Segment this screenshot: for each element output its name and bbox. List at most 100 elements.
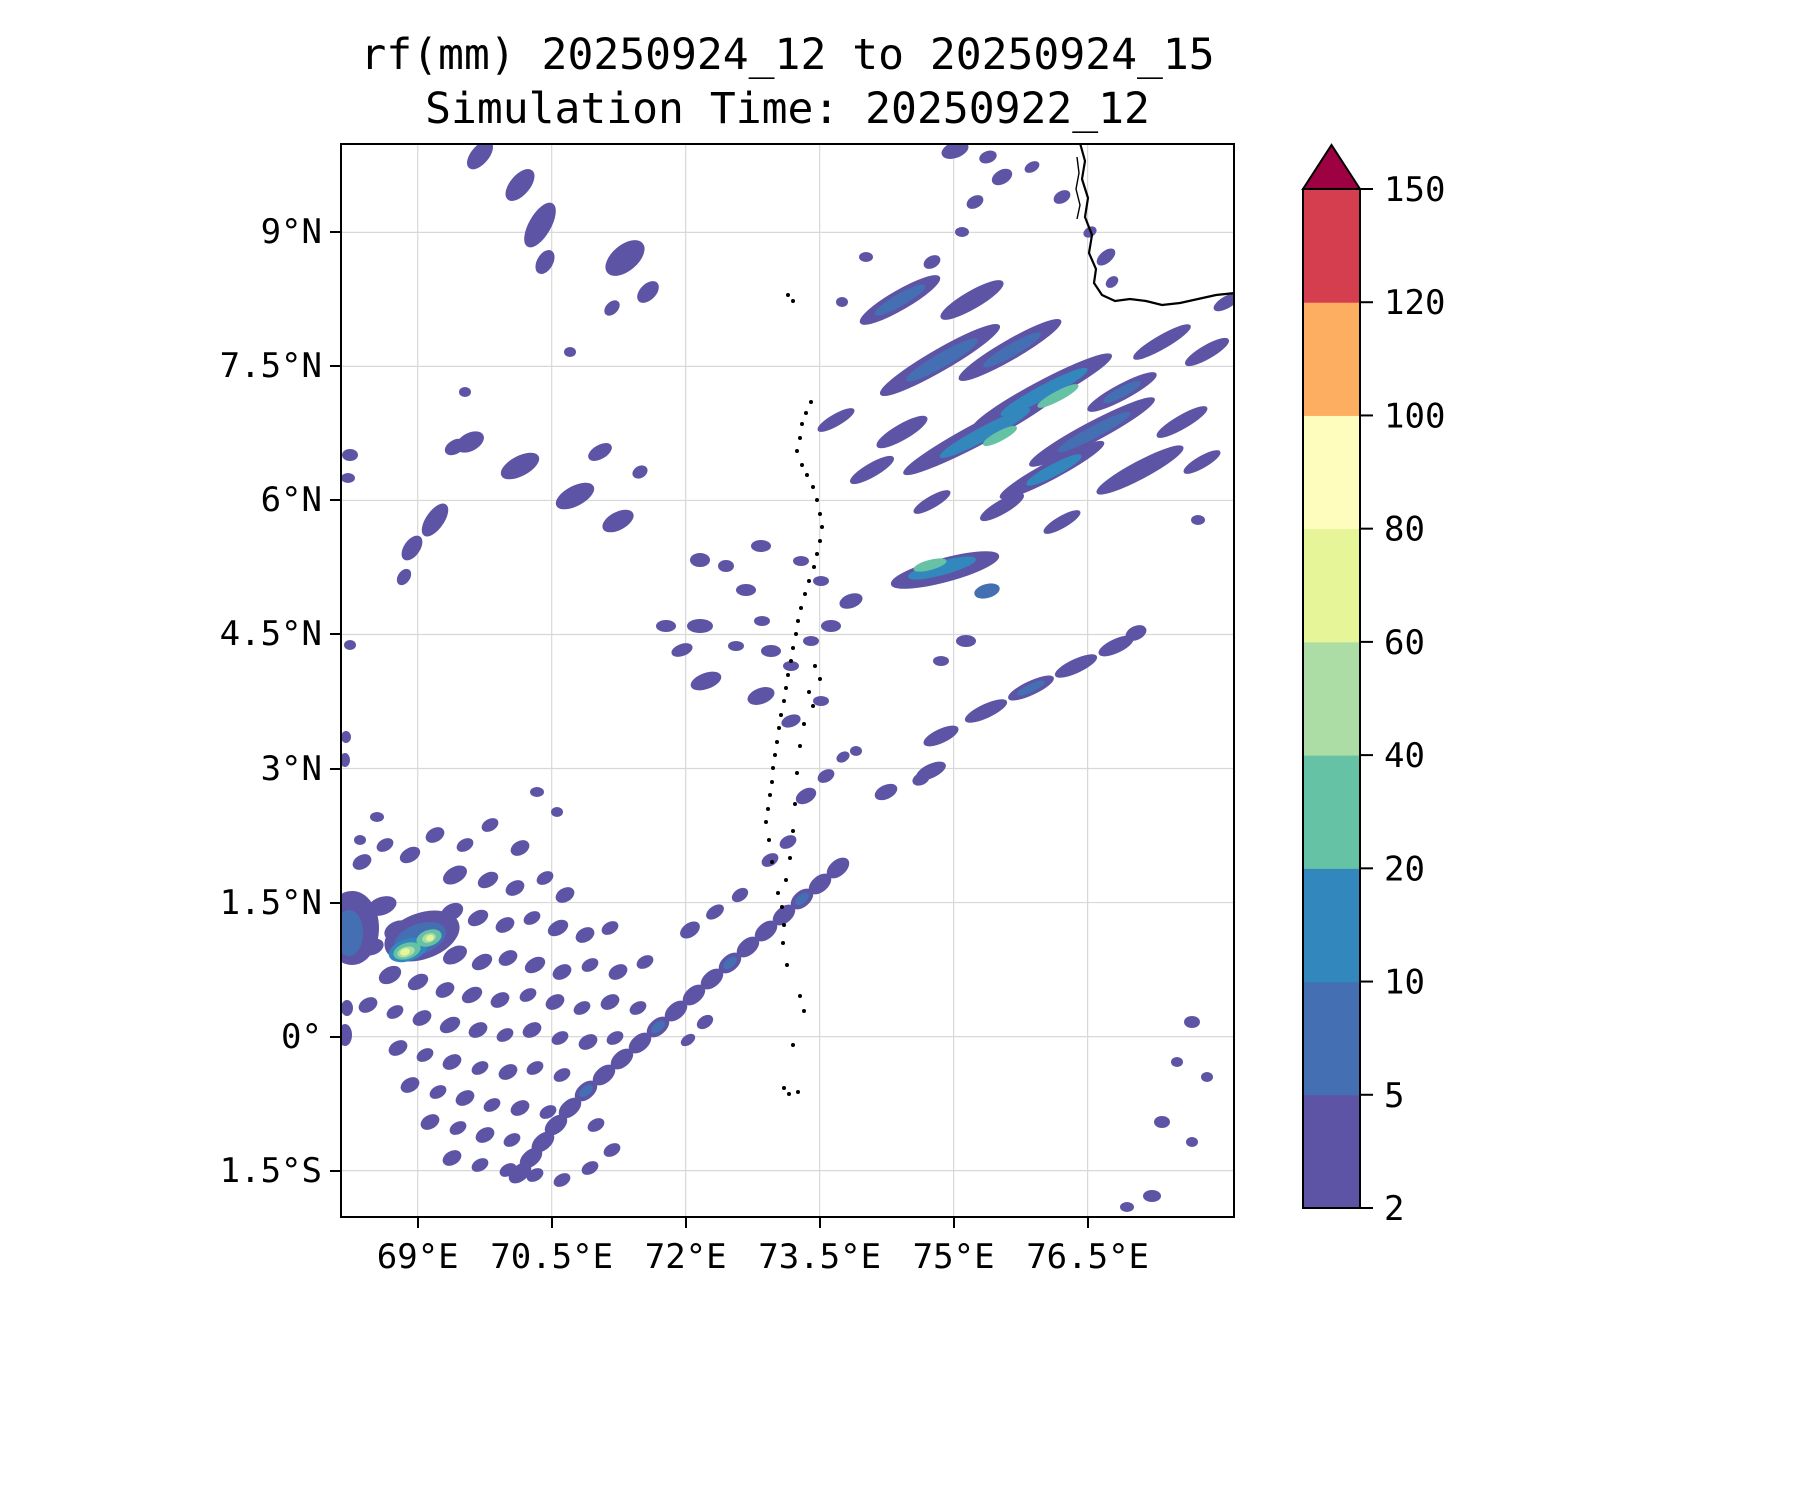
island-dot <box>788 856 792 860</box>
precipitation-blob <box>416 1048 434 1062</box>
colorbar-segment <box>1303 641 1360 756</box>
precipitation-blob <box>974 583 1000 599</box>
precipitation-blob <box>495 917 515 933</box>
precipitation-blob <box>471 1061 489 1075</box>
precipitation-blob <box>399 846 421 864</box>
precipitation-blob <box>510 1100 530 1116</box>
precipitation-blob <box>956 635 976 647</box>
colorbar-segment <box>1303 1094 1360 1209</box>
island-dot <box>815 552 819 556</box>
y-tick-label: 7.5°N <box>219 346 322 387</box>
island-dot <box>820 525 824 529</box>
precipitation-blob <box>536 871 554 885</box>
island-dot <box>784 686 788 690</box>
island-dot <box>777 726 781 730</box>
precipitation-blob <box>360 938 384 956</box>
precipitation-blob <box>979 150 997 164</box>
precipitation-blob <box>341 731 351 743</box>
precipitation-blob <box>1133 324 1191 360</box>
precipitation-blob <box>605 240 645 276</box>
precipitation-blob <box>505 169 535 201</box>
island-dot <box>807 690 811 694</box>
precipitation-blob <box>1191 515 1205 525</box>
precipitation-blob <box>581 958 599 972</box>
precipitation-blob <box>573 1001 591 1015</box>
colorbar-tick-label: 60 <box>1384 623 1425 663</box>
precipitation-blob <box>751 540 771 552</box>
precipitation-blob <box>376 838 394 852</box>
island-dot <box>771 766 775 770</box>
precipitation-blob <box>352 854 372 870</box>
precipitation-blob <box>442 1054 462 1070</box>
precipitation-blob <box>913 558 947 572</box>
precipitation-blob <box>461 986 483 1004</box>
precipitation-blob <box>449 1121 467 1135</box>
precipitation-blob <box>358 997 378 1013</box>
precipitation-blob <box>564 347 576 357</box>
island-dot <box>798 436 802 440</box>
precipitation-blob <box>547 919 569 937</box>
island-dot <box>798 994 802 998</box>
x-tick-label: 70.5°E <box>490 1237 614 1277</box>
y-tick-mark <box>330 901 340 904</box>
island-dot <box>775 740 779 744</box>
precipitation-blob <box>923 725 959 747</box>
precipitation-blob <box>552 964 572 980</box>
colorbar-tick-label: 20 <box>1384 849 1425 889</box>
precipitation-blob <box>429 1085 447 1099</box>
y-tick-mark <box>330 633 340 636</box>
precipitation-blob <box>876 415 928 449</box>
precipitation-blob <box>439 1016 461 1034</box>
island-dot <box>813 664 817 668</box>
island-dot <box>768 793 772 797</box>
precipitation-blob <box>367 896 397 916</box>
precipitation-blob <box>545 994 565 1010</box>
precipitation-blob <box>498 950 518 966</box>
precipitation-blob <box>498 1064 518 1080</box>
precipitation-blob <box>523 911 541 925</box>
island-dot <box>764 820 768 824</box>
precipitation-blob <box>964 699 1008 723</box>
island-dot <box>791 646 795 650</box>
y-tick-mark <box>330 499 340 502</box>
precipitation-blob <box>912 772 930 786</box>
precipitation-blob <box>510 840 530 856</box>
island-dot <box>800 463 804 467</box>
colorbar-tick-label: 100 <box>1384 396 1445 436</box>
precipitation-blob <box>793 556 809 566</box>
precipitation-blob <box>1156 406 1208 438</box>
x-tick-mark <box>550 1218 553 1228</box>
precipitation-blob <box>526 1168 544 1182</box>
precipitation-blob <box>1184 1016 1200 1028</box>
precipitation-blob <box>578 1034 598 1050</box>
precipitation-map <box>340 143 1235 1218</box>
precipitation-blob <box>603 1143 621 1157</box>
island-dot <box>802 722 806 726</box>
precipitation-blob <box>813 696 829 706</box>
precipitation-blob <box>477 871 499 889</box>
precipitation-blob <box>696 1014 714 1030</box>
y-tick-label: 1.5°N <box>219 882 322 923</box>
precipitation-blob <box>340 910 363 956</box>
precipitation-blob <box>1026 454 1082 486</box>
x-tick-mark <box>1086 1218 1089 1228</box>
colorbar-segment <box>1303 755 1360 869</box>
precipitation-blob <box>551 807 563 817</box>
island-dot <box>782 923 786 927</box>
axes-frame <box>340 143 1235 1218</box>
island-dot <box>782 699 786 703</box>
precipitation-blob <box>836 297 848 307</box>
precipitation-blob <box>508 1162 532 1184</box>
x-tick-mark <box>818 1218 821 1228</box>
precipitation-blob <box>761 853 779 867</box>
precipitation-blob <box>539 1105 557 1119</box>
island-dot <box>786 673 790 677</box>
precipitation-blob <box>706 904 724 920</box>
x-tick-mark <box>952 1218 955 1228</box>
precipitation-blob <box>522 1022 542 1038</box>
island-dot <box>802 1009 806 1013</box>
precipitation-blob <box>728 641 744 651</box>
precipitation-blob <box>632 465 648 479</box>
y-tick-label: 9°N <box>260 212 322 253</box>
